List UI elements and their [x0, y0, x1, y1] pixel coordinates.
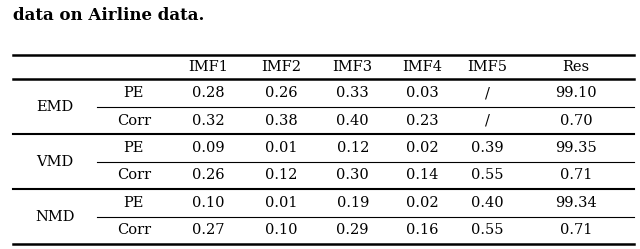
Text: 0.55: 0.55: [472, 168, 504, 183]
Text: 0.30: 0.30: [336, 168, 369, 183]
Text: 0.71: 0.71: [560, 223, 593, 237]
Text: 0.12: 0.12: [265, 168, 298, 183]
Text: 0.23: 0.23: [406, 114, 439, 127]
Text: 0.26: 0.26: [192, 168, 225, 183]
Text: NMD: NMD: [35, 210, 74, 224]
Text: 0.26: 0.26: [265, 86, 298, 100]
Text: 0.19: 0.19: [337, 196, 369, 210]
Text: IMF1: IMF1: [188, 60, 228, 74]
Text: 0.39: 0.39: [472, 141, 504, 155]
Text: 0.16: 0.16: [406, 223, 439, 237]
Text: 99.10: 99.10: [556, 86, 597, 100]
Text: PE: PE: [124, 196, 144, 210]
Text: IMF5: IMF5: [468, 60, 508, 74]
Text: data on Airline data.: data on Airline data.: [13, 7, 204, 24]
Text: 0.14: 0.14: [406, 168, 438, 183]
Text: 0.32: 0.32: [192, 114, 225, 127]
Text: EMD: EMD: [36, 100, 74, 114]
Text: 0.10: 0.10: [265, 223, 298, 237]
Text: 99.34: 99.34: [556, 196, 597, 210]
Text: Res: Res: [563, 60, 589, 74]
Text: 0.02: 0.02: [406, 196, 439, 210]
Text: 0.28: 0.28: [192, 86, 225, 100]
Text: 0.01: 0.01: [265, 196, 298, 210]
Text: Corr: Corr: [116, 114, 151, 127]
Text: Corr: Corr: [116, 223, 151, 237]
Text: 0.38: 0.38: [265, 114, 298, 127]
Text: 0.03: 0.03: [406, 86, 439, 100]
Text: VMD: VMD: [36, 155, 74, 169]
Text: IMF2: IMF2: [261, 60, 301, 74]
Text: 0.10: 0.10: [192, 196, 225, 210]
Text: Corr: Corr: [116, 168, 151, 183]
Text: 0.09: 0.09: [192, 141, 225, 155]
Text: 0.29: 0.29: [337, 223, 369, 237]
Text: 0.33: 0.33: [336, 86, 369, 100]
Text: 0.70: 0.70: [560, 114, 593, 127]
Text: 0.40: 0.40: [337, 114, 369, 127]
Text: 99.35: 99.35: [556, 141, 597, 155]
Text: 0.40: 0.40: [472, 196, 504, 210]
Text: IMF3: IMF3: [333, 60, 372, 74]
Text: IMF4: IMF4: [403, 60, 442, 74]
Text: 0.01: 0.01: [265, 141, 298, 155]
Text: 0.27: 0.27: [192, 223, 225, 237]
Text: 0.71: 0.71: [560, 168, 593, 183]
Text: PE: PE: [124, 86, 144, 100]
Text: 0.02: 0.02: [406, 141, 439, 155]
Text: 0.12: 0.12: [337, 141, 369, 155]
Text: PE: PE: [124, 141, 144, 155]
Text: /: /: [485, 114, 490, 127]
Text: 0.55: 0.55: [472, 223, 504, 237]
Text: /: /: [485, 86, 490, 100]
